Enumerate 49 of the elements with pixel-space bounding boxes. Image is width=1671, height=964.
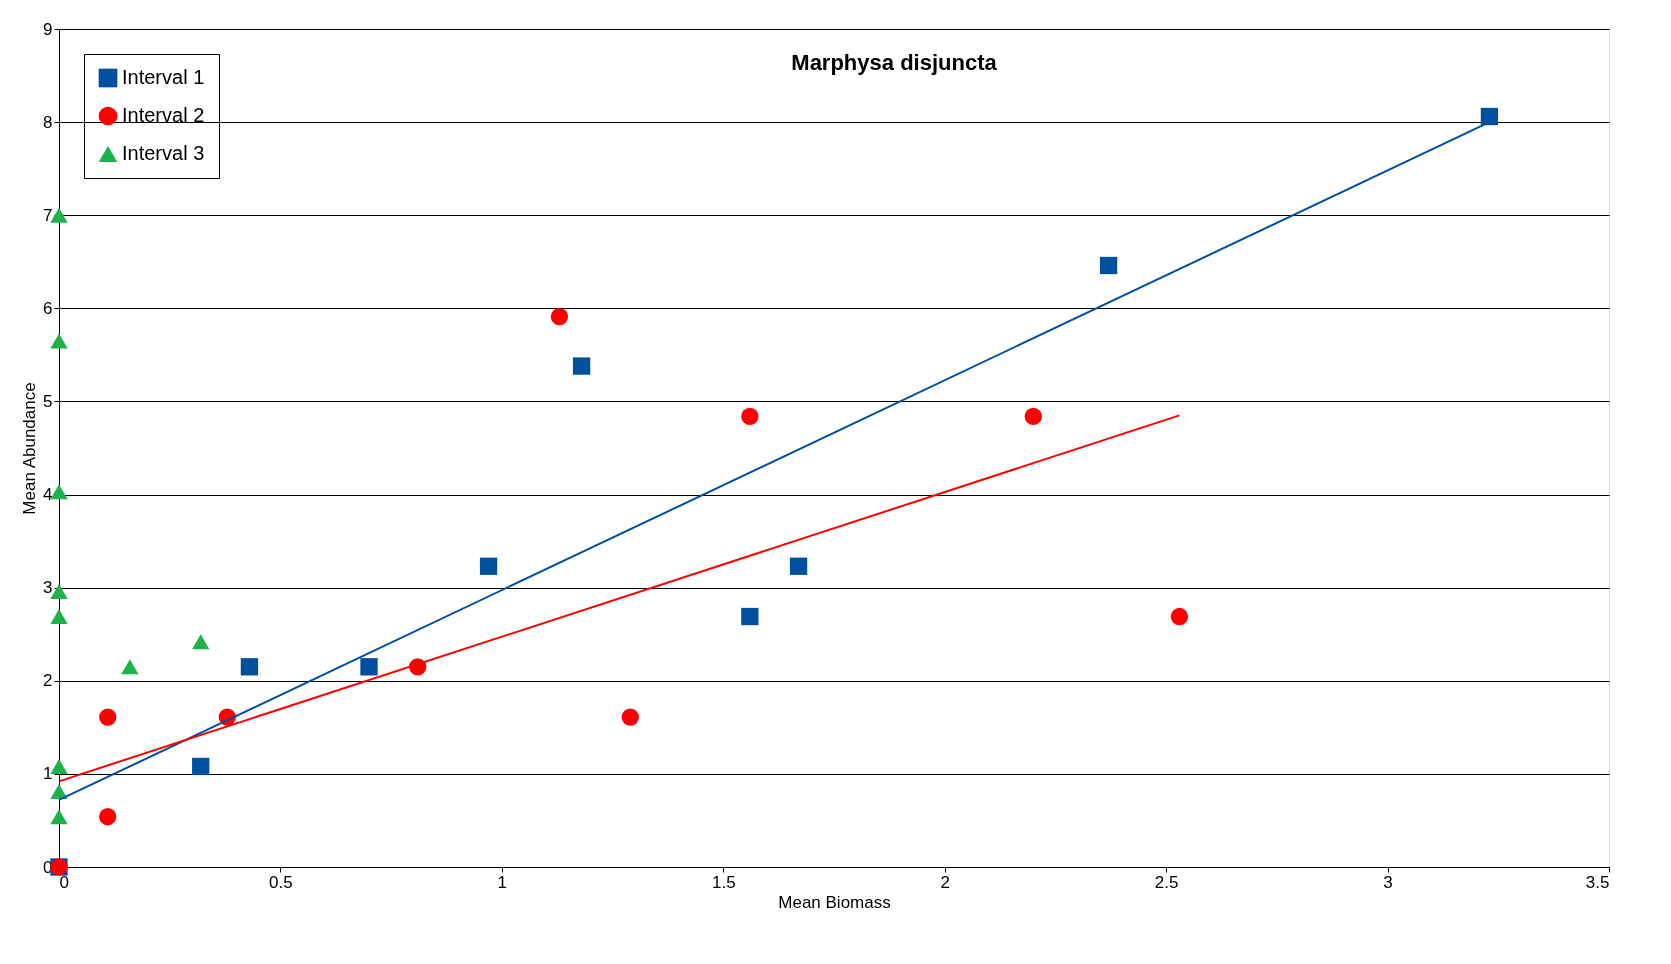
point [1024, 407, 1042, 425]
point [50, 484, 68, 500]
point [240, 658, 259, 676]
legend-label: Interval 1 [122, 66, 205, 88]
y-tick-label: 9 [43, 19, 53, 39]
point [621, 708, 639, 726]
x-tick-label: 3 [1383, 872, 1393, 892]
point [99, 708, 117, 726]
y-tick-label: 5 [43, 391, 53, 411]
x-tick-label: 2 [940, 872, 950, 892]
point [572, 357, 591, 375]
point [741, 607, 759, 626]
x-axis-title: Mean Biomass [778, 892, 891, 912]
y-tick-label: 1 [43, 764, 53, 784]
y-tick-label: 3 [43, 578, 53, 598]
x-tick-label: 2.5 [1154, 872, 1179, 892]
point [50, 758, 68, 774]
y-tick-label: 7 [43, 205, 53, 225]
point [550, 308, 569, 326]
point [1480, 107, 1499, 126]
point [1099, 256, 1118, 275]
point [741, 407, 759, 425]
point [50, 609, 68, 625]
legend-label: Interval 2 [122, 104, 205, 126]
point [789, 557, 808, 575]
point [360, 658, 378, 676]
x-tick-label: 1 [497, 872, 508, 892]
point [479, 557, 498, 575]
y-axis-title: Mean Abundance [20, 382, 40, 515]
point [50, 207, 68, 223]
point [121, 659, 139, 675]
point [192, 634, 210, 650]
y-tick-label: 4 [43, 485, 53, 505]
x-tick-label: 3.5 [1585, 872, 1610, 892]
point [99, 808, 117, 826]
y-tick-label: 6 [43, 298, 53, 318]
y-tick-label: 2 [43, 671, 53, 691]
x-tick-label: 0.5 [269, 872, 293, 892]
x-tick-label: 0 [59, 872, 69, 892]
y-tick-label: 8 [43, 112, 53, 132]
point [50, 583, 68, 599]
point [50, 333, 68, 349]
text: Marphysa disjuncta [791, 50, 998, 75]
point [50, 784, 68, 800]
point [50, 809, 68, 825]
point [192, 757, 210, 776]
legend-label: Interval 3 [122, 142, 205, 164]
x-tick-label: 1.5 [711, 872, 736, 892]
point [1170, 607, 1189, 626]
